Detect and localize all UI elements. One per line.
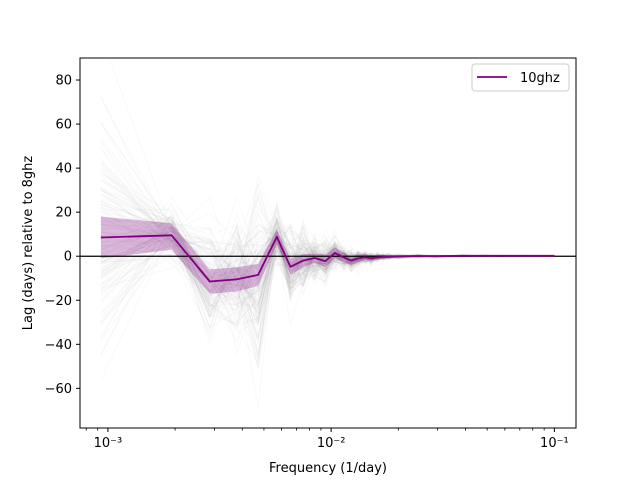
series-line-group	[100, 234, 555, 283]
legend: 10ghz	[471, 63, 570, 92]
y-tick-label: −60	[45, 382, 72, 397]
plot-frame	[79, 57, 577, 429]
y-tick-label: 60	[55, 118, 72, 133]
series-line-10ghz	[100, 234, 555, 283]
x-tick-label: 10⁻³	[94, 436, 123, 451]
y-tick-label: −40	[45, 338, 72, 353]
x-tick-label: 10⁻¹	[540, 436, 569, 451]
y-tick-label: 20	[55, 206, 72, 221]
y-tick-label: 80	[55, 74, 72, 89]
y-tick-label: 0	[64, 250, 72, 265]
x-tick-label: 10⁻²	[317, 436, 346, 451]
y-axis: −60 −40 −20 0 20 40 60 80	[45, 74, 80, 397]
x-axis-label: Frequency (1/day)	[269, 461, 387, 476]
legend-label-10ghz: 10ghz	[520, 71, 560, 86]
y-tick-label: 40	[55, 162, 72, 177]
y-axis-label: Lag (days) relative to 8ghz	[21, 156, 36, 331]
credible-band	[100, 216, 555, 294]
legend-box	[471, 63, 570, 92]
x-axis: 10⁻³ 10⁻² 10⁻¹	[85, 428, 569, 451]
series-band-10ghz	[100, 216, 555, 294]
y-tick-label: −20	[45, 294, 72, 309]
sample-trace	[100, 220, 555, 356]
